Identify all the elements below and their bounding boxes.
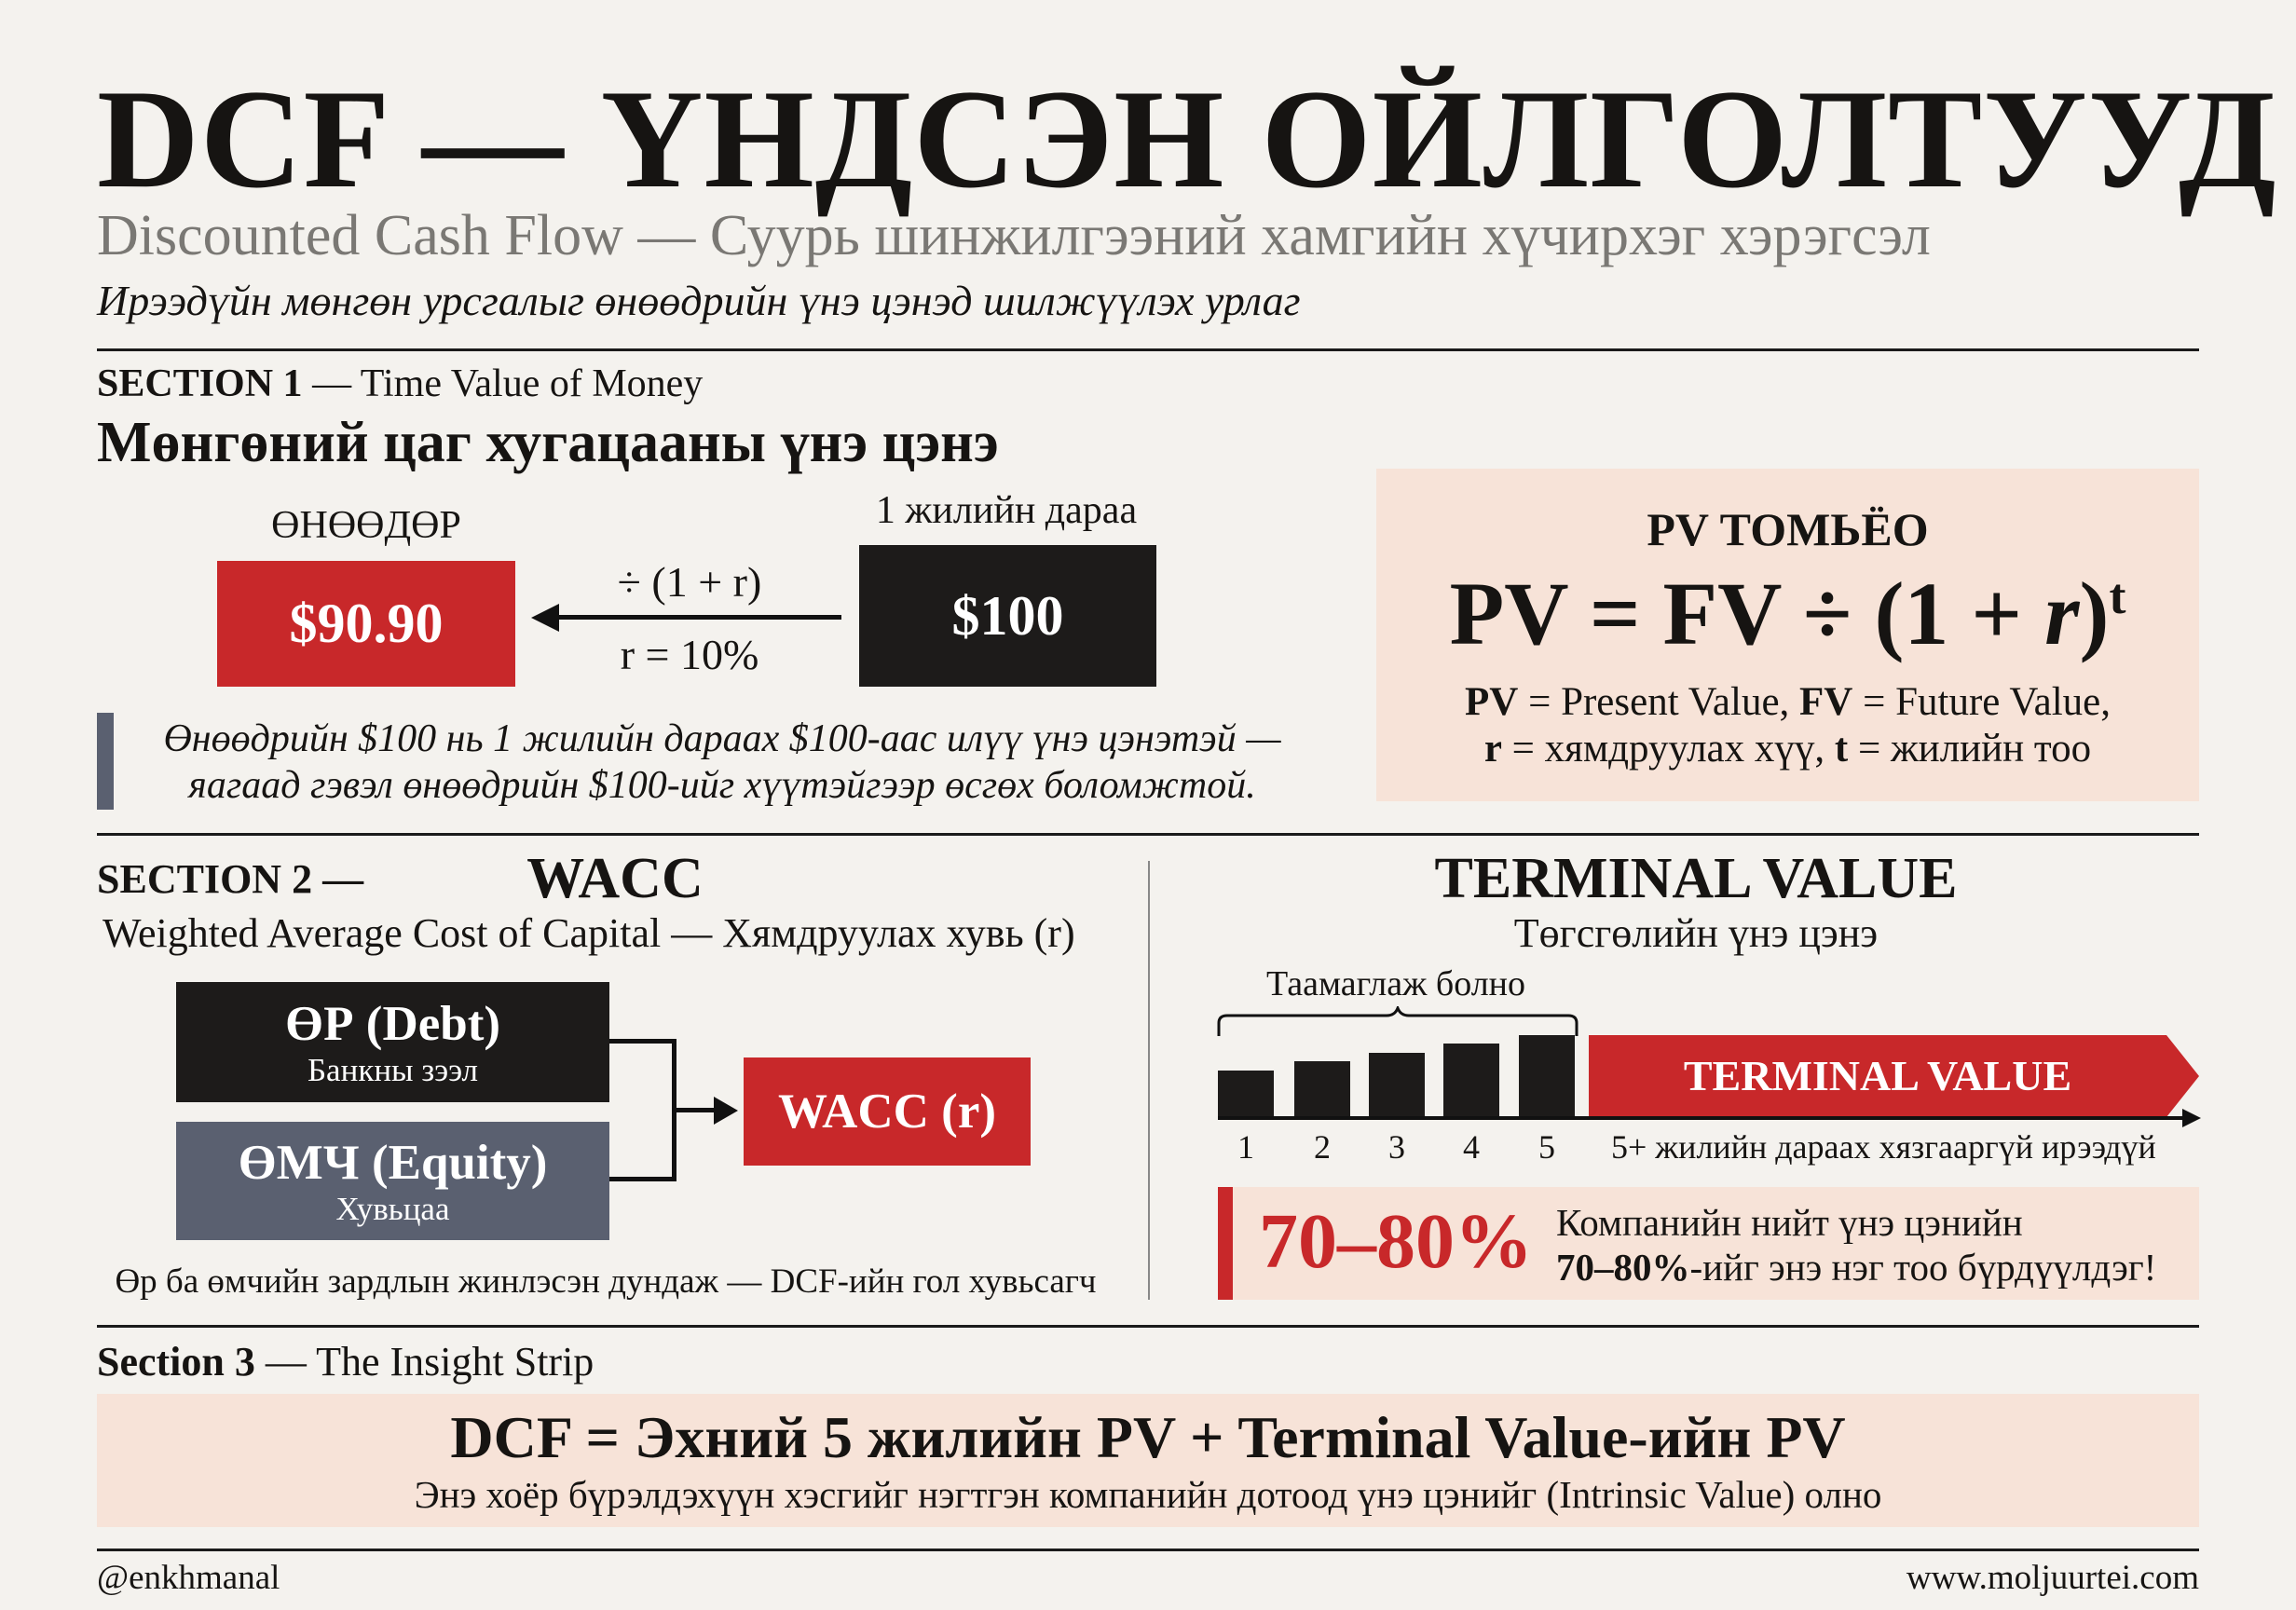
footer-site: www.moljuurtei.com bbox=[1906, 1559, 2199, 1597]
future-value-box: $100 bbox=[859, 545, 1156, 687]
year-label: 1 bbox=[1237, 1128, 1254, 1166]
terminal-value-arrow bbox=[1589, 1035, 2199, 1117]
today-label: ӨНӨӨДӨР bbox=[271, 504, 461, 547]
cash-flow-bar bbox=[1369, 1053, 1425, 1117]
section3-label: Section 3 — The Insight Strip bbox=[97, 1339, 594, 1385]
discount-rate: r = 10% bbox=[620, 631, 759, 678]
divider bbox=[97, 348, 2199, 351]
discount-operator: ÷ (1 + r) bbox=[617, 558, 762, 606]
connector bbox=[609, 1177, 676, 1181]
pv-formula-legend: PV = Present Value, FV = Future Value, r… bbox=[1464, 680, 2112, 771]
connector bbox=[609, 1039, 676, 1044]
terminal-subtitle: Төгсгөлийн үнэ цэнэ bbox=[1513, 910, 1879, 956]
page-subtitle: Discounted Cash Flow — Суурь шинжилгээни… bbox=[97, 204, 1931, 267]
pv-formula-card: PV ТОМЬЁО PV = FV ÷ (1 + r)t PV = Presen… bbox=[1376, 469, 2199, 801]
section2-label: SECTION 2 — bbox=[97, 856, 364, 902]
insight-sub: Энэ хоёр бүрэлдэхүүн хэсгийг нэгтгэн ком… bbox=[414, 1473, 1882, 1516]
terminal-share-card: 70–80% Компанийн нийт үнэ цэнийн 70–80%-и… bbox=[1218, 1187, 2199, 1300]
future-label: 1 жилийн дараа bbox=[875, 489, 1138, 532]
quote-text: Өнөөдрийн $100 нь 1 жилийн дараах $100-а… bbox=[163, 717, 1281, 807]
brace-icon bbox=[1217, 1006, 1578, 1036]
cash-flow-bar bbox=[1294, 1061, 1350, 1117]
pv-formula-title: PV ТОМЬЁО bbox=[1647, 503, 1929, 555]
terminal-share-note: Компанийн нийт үнэ цэнийн 70–80%-ийг энэ … bbox=[1556, 1201, 2157, 1289]
quote-bar bbox=[97, 713, 114, 810]
tagline: Ирээдүйн мөнгөн урсгалыг өнөөдрийн үнэ ц… bbox=[97, 277, 1301, 324]
pv-formula: PV = FV ÷ (1 + r)t bbox=[1449, 564, 2126, 663]
insight-main: DCF = Эхний 5 жилийн PV + Terminal Value… bbox=[450, 1404, 1846, 1470]
footer-handle: @enkhmanal bbox=[97, 1559, 280, 1597]
equity-box: ӨМЧ (Equity) Хувьцаа bbox=[176, 1122, 609, 1240]
connector bbox=[672, 1108, 718, 1112]
brace-label: Таамаглаж болно bbox=[1265, 964, 1526, 1003]
axis-arrow-icon bbox=[2182, 1109, 2201, 1127]
wacc-caption: Өр ба өмчийн зардлын жинлэсэн дундаж — D… bbox=[115, 1262, 1097, 1301]
year-label: 2 bbox=[1314, 1128, 1331, 1166]
section1-heading: Мөнгөний цаг хугацааны үнэ цэнэ bbox=[97, 411, 999, 474]
divider bbox=[97, 1549, 2199, 1551]
cash-flow-bar bbox=[1519, 1035, 1575, 1117]
insight-strip: DCF = Эхний 5 жилийн PV + Terminal Value… bbox=[97, 1394, 2199, 1527]
year-label: 5 bbox=[1538, 1128, 1555, 1166]
beyond-label: 5+ жилийн дараах хязгааргүй ирээдүй bbox=[1611, 1128, 2156, 1166]
arrow-right-icon bbox=[714, 1097, 738, 1125]
discount-arrow bbox=[550, 615, 841, 620]
wacc-title: WACC bbox=[526, 847, 704, 910]
year-label: 3 bbox=[1388, 1128, 1405, 1166]
divider bbox=[97, 833, 2199, 836]
wacc-result-box: WACC (r) bbox=[744, 1057, 1031, 1166]
page-title: DCF — ҮНДСЭН ОЙЛГОЛТУУД bbox=[97, 61, 2277, 217]
arrow-head-icon bbox=[531, 604, 559, 632]
terminal-value-bar-label: TERMINAL VALUE bbox=[1683, 1052, 2072, 1099]
debt-box: ӨР (Debt) Банкны зээл bbox=[176, 982, 609, 1102]
section1-label: SECTION 1 — Time Value of Money bbox=[97, 362, 704, 405]
terminal-title: TERMINAL VALUE bbox=[1434, 847, 1958, 910]
divider bbox=[97, 1325, 2199, 1328]
timeline-axis bbox=[1218, 1116, 2187, 1120]
terminal-share-pct: 70–80% bbox=[1259, 1198, 1533, 1285]
year-label: 4 bbox=[1463, 1128, 1480, 1166]
vertical-divider bbox=[1148, 861, 1150, 1300]
today-value-box: $90.90 bbox=[217, 561, 515, 687]
cash-flow-bar bbox=[1218, 1071, 1274, 1117]
wacc-subtitle: Weighted Average Cost of Capital — Хямдр… bbox=[102, 910, 1075, 956]
cash-flow-bar bbox=[1443, 1044, 1499, 1117]
